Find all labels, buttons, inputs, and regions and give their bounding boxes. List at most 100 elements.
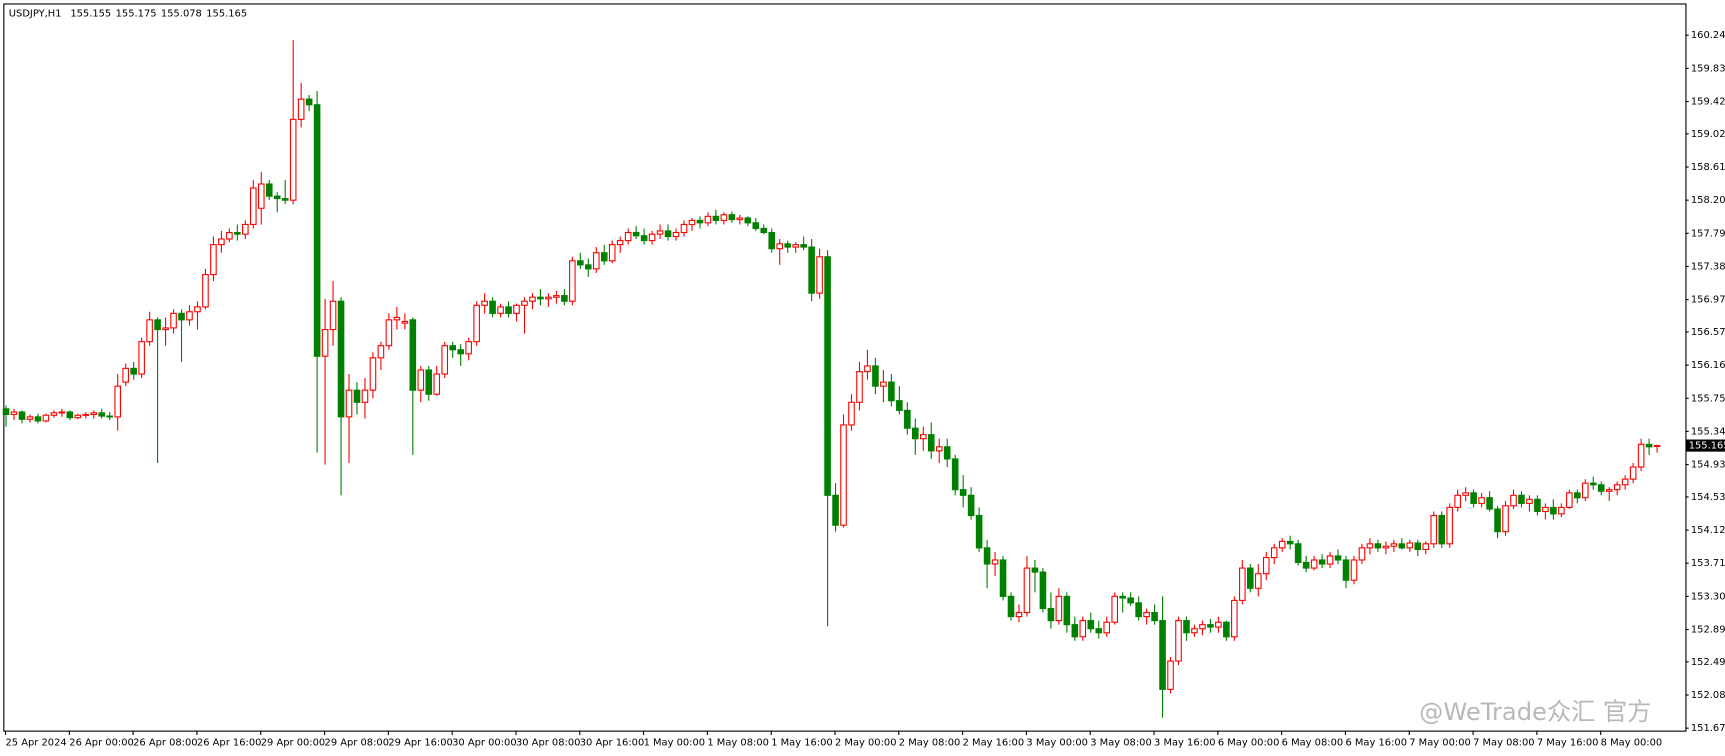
candle-body xyxy=(385,319,393,347)
candle-body xyxy=(592,252,600,270)
candle-body xyxy=(513,304,520,314)
x-tick-label: 25 Apr 2024 xyxy=(6,738,67,749)
candle-body xyxy=(975,514,983,549)
candle-body xyxy=(1542,506,1549,513)
x-tick-label: 29 Apr 08:00 xyxy=(325,738,390,749)
candle-body xyxy=(720,214,728,221)
candle-body xyxy=(1390,543,1398,547)
y-tick-label: 151.670 xyxy=(1691,723,1725,734)
candle-body xyxy=(1103,621,1111,634)
header-value: 155.175 xyxy=(116,8,157,19)
candle-body xyxy=(951,458,959,491)
candle-body xyxy=(257,183,265,209)
x-tick-label: 30 Apr 08:00 xyxy=(516,738,581,749)
candle-body xyxy=(74,414,82,419)
candle-body xyxy=(1246,567,1254,589)
candle-body xyxy=(792,244,799,248)
y-tick-label: 159.830 xyxy=(1691,63,1725,74)
candle-body xyxy=(521,300,528,306)
candle-body xyxy=(927,434,935,452)
candle-body xyxy=(824,256,831,496)
candle-body xyxy=(154,319,161,331)
candle-body xyxy=(42,414,50,422)
candle-body xyxy=(1095,628,1103,634)
candle-body xyxy=(353,389,361,403)
candle-body xyxy=(1597,484,1605,492)
y-tick-label: 156.160 xyxy=(1691,360,1725,371)
candle-body xyxy=(457,349,464,355)
x-tick-label: 29 Apr 00:00 xyxy=(261,738,326,749)
y-tick-label: 153.710 xyxy=(1691,558,1725,569)
candle-body xyxy=(1334,555,1342,561)
header-value: 155.155 xyxy=(70,8,111,19)
candle-body xyxy=(608,244,616,262)
candle-body xyxy=(529,296,536,302)
candle-body xyxy=(553,295,560,298)
x-tick-label: 30 Apr 16:00 xyxy=(580,738,645,749)
candle-body xyxy=(712,215,720,221)
y-tick-label: 158.200 xyxy=(1691,195,1725,206)
candle-body xyxy=(162,327,169,331)
candle-body xyxy=(800,244,807,248)
candle-body xyxy=(1175,620,1182,662)
candle-body xyxy=(1047,607,1055,622)
candle-body xyxy=(784,243,791,248)
y-tick-label: 152.080 xyxy=(1691,690,1725,701)
candle-body xyxy=(872,365,879,387)
candle-body xyxy=(1574,492,1581,499)
y-tick-label: 156.570 xyxy=(1691,327,1725,338)
x-tick-label: 1 May 00:00 xyxy=(644,738,706,749)
candle-body xyxy=(401,320,409,324)
candle-body xyxy=(744,217,752,224)
candle-body xyxy=(808,246,815,294)
candle-body xyxy=(832,494,839,526)
candle-body xyxy=(577,260,584,266)
x-tick-label: 3 May 00:00 xyxy=(1026,738,1088,749)
y-tick-label: 153.300 xyxy=(1691,591,1725,602)
candle-body xyxy=(1087,620,1095,630)
candle-body xyxy=(1127,597,1134,604)
candle-body xyxy=(1510,494,1517,507)
candle-body xyxy=(1135,602,1142,618)
candle-body xyxy=(265,183,273,197)
candle-body xyxy=(242,223,249,235)
candle-body xyxy=(1589,482,1597,486)
candle-body xyxy=(146,319,153,343)
y-tick-label: 152.490 xyxy=(1691,657,1725,668)
x-tick-label: 1 May 08:00 xyxy=(707,738,769,749)
candle-body xyxy=(1486,497,1493,510)
candle-body xyxy=(273,195,281,200)
candle-body xyxy=(210,244,217,276)
y-tick-label: 160.240 xyxy=(1691,30,1725,41)
candle-body xyxy=(297,98,305,120)
candle-body xyxy=(1406,542,1414,549)
candle-body xyxy=(840,424,847,526)
candle-body xyxy=(433,373,441,395)
candle-body xyxy=(130,367,137,375)
candle-body xyxy=(313,104,321,357)
y-tick-label: 155.340 xyxy=(1691,426,1725,437)
candle-body xyxy=(393,316,401,321)
candle-body xyxy=(1422,543,1430,551)
candle-body xyxy=(1278,540,1286,549)
candle-body xyxy=(321,328,329,357)
candle-body xyxy=(1558,506,1565,515)
candle-body xyxy=(1518,494,1525,504)
candle-body xyxy=(1342,559,1350,581)
candle-body xyxy=(377,345,385,359)
candle-body xyxy=(1143,611,1150,618)
candle-body xyxy=(1151,611,1158,622)
candle-body xyxy=(1063,595,1071,626)
candle-body xyxy=(856,371,863,403)
candle-body xyxy=(329,300,337,331)
candle-body xyxy=(1167,660,1174,690)
candle-body xyxy=(409,319,417,391)
candle-body xyxy=(289,118,297,201)
x-tick-label: 26 Apr 08:00 xyxy=(133,738,198,749)
candle-body xyxy=(465,341,472,355)
candle-body xyxy=(114,385,122,418)
x-tick-label: 2 May 16:00 xyxy=(963,738,1025,749)
y-tick-label: 154.120 xyxy=(1691,525,1725,536)
candle-body xyxy=(664,230,672,238)
